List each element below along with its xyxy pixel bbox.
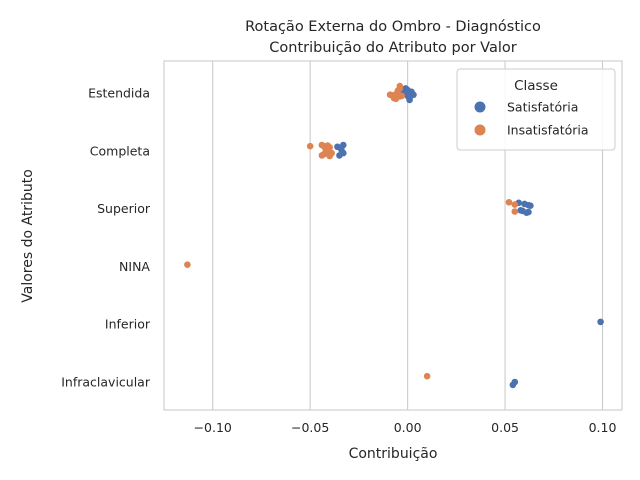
x-tick-label: −0.05 bbox=[291, 420, 329, 435]
legend-label-satisfatoria: Satisfatória bbox=[507, 100, 578, 115]
x-axis-label: Contribuição bbox=[349, 446, 438, 462]
data-point-satisfatoria bbox=[519, 207, 526, 215]
legend-marker-insatisfatoria bbox=[474, 124, 486, 136]
data-point-insatisfatoria bbox=[390, 94, 398, 102]
legend-marker-satisfatoria bbox=[474, 101, 486, 113]
data-point-insatisfatoria bbox=[511, 208, 519, 215]
data-point-satisfatoria bbox=[404, 86, 411, 94]
data-point-satisfatoria bbox=[406, 96, 413, 104]
data-point-satisfatoria bbox=[597, 318, 604, 326]
plot-area bbox=[163, 60, 623, 411]
chart-title-line2: Contribuição do Atributo por Valor bbox=[269, 40, 516, 56]
data-point-insatisfatoria bbox=[184, 261, 191, 268]
legend-box bbox=[456, 68, 616, 151]
data-point-satisfatoria bbox=[410, 91, 417, 99]
x-tick-label: 0.00 bbox=[394, 420, 422, 435]
y-tick-label: Superior bbox=[97, 201, 151, 216]
y-axis-label: Valores do Atributo bbox=[20, 169, 36, 303]
chart-title-line1: Rotação Externa do Ombro - Diagnóstico bbox=[245, 19, 541, 35]
data-point-satisfatoria bbox=[340, 149, 347, 157]
data-point-satisfatoria bbox=[334, 143, 341, 151]
y-tick-label: Completa bbox=[90, 143, 150, 158]
legend: Classe Satisfatória Insatisfatória bbox=[456, 68, 616, 151]
y-tick-label: Infraclavicular bbox=[61, 375, 151, 390]
data-point-satisfatoria bbox=[527, 202, 534, 210]
y-tick-label: NINA bbox=[119, 259, 150, 274]
legend-title: Classe bbox=[514, 78, 558, 94]
x-tick-label: 0.05 bbox=[491, 420, 519, 435]
y-tick-label: Estendida bbox=[88, 86, 150, 101]
data-points bbox=[184, 82, 604, 389]
data-point-insatisfatoria bbox=[505, 198, 513, 206]
data-point-insatisfatoria bbox=[318, 152, 326, 159]
y-tick-label: Inferior bbox=[105, 317, 151, 332]
data-point-insatisfatoria bbox=[326, 152, 333, 160]
data-point-insatisfatoria bbox=[306, 142, 314, 150]
axis-ticks: −0.10 −0.05 0.00 0.05 0.10 Estendida Completa S… bbox=[61, 86, 616, 436]
data-point-satisfatoria bbox=[511, 378, 519, 386]
x-tick-label: −0.10 bbox=[194, 420, 232, 435]
data-point-insatisfatoria bbox=[423, 372, 431, 380]
x-tick-label: 0.10 bbox=[589, 420, 617, 435]
data-point-satisfatoria bbox=[525, 208, 532, 216]
data-point-insatisfatoria bbox=[398, 92, 406, 100]
legend-label-insatisfatoria: Insatisfatória bbox=[507, 123, 589, 138]
data-point-insatisfatoria bbox=[511, 201, 519, 208]
